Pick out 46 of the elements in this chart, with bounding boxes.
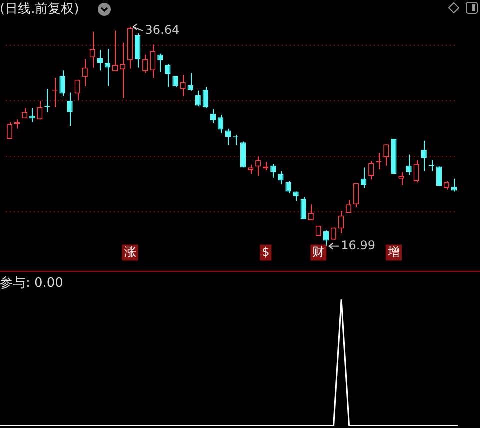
- candlestick: [158, 53, 164, 73]
- candlestick: [353, 182, 360, 208]
- candlestick: [300, 196, 306, 220]
- annotation: 36.64: [145, 23, 180, 38]
- candlestick: [338, 210, 344, 234]
- candlestick: [248, 164, 254, 175]
- candlestick: [188, 72, 194, 92]
- candlestick: [97, 50, 103, 72]
- candlestick: [6, 122, 13, 140]
- candlestick: [384, 144, 390, 166]
- candlestick: [142, 54, 148, 74]
- text: 财: [312, 244, 325, 259]
- candlestick: [270, 163, 276, 178]
- chart-title: 参与: 0.00: [0, 276, 64, 292]
- candlestick: [225, 128, 232, 146]
- candlestick: [120, 42, 126, 99]
- candlestick: [135, 33, 141, 68]
- candlestick: [256, 156, 262, 177]
- candlestick: [74, 79, 80, 101]
- candlestick: [406, 154, 412, 176]
- candlestick: [165, 64, 171, 88]
- text: $: [262, 244, 270, 259]
- candlestick: [421, 140, 427, 172]
- candlestick: [112, 30, 118, 72]
- candlestick: [398, 172, 404, 186]
- annotation: 16.99: [341, 238, 376, 252]
- candlestick: [278, 170, 284, 185]
- candlestick: [82, 58, 88, 87]
- chart-title: (日线.前复权): [0, 2, 80, 18]
- candlestick: [90, 31, 96, 68]
- candlestick: [67, 92, 73, 127]
- candlestick: [37, 100, 43, 120]
- candlestick: [180, 74, 186, 97]
- text: 增: [388, 244, 400, 259]
- candlestick: [60, 70, 66, 97]
- candlestick: [451, 178, 458, 192]
- candlestick: [104, 48, 111, 87]
- candlestick: [368, 160, 374, 180]
- candlestick: [195, 90, 201, 108]
- candlestick: [361, 167, 367, 188]
- candlestick: [150, 44, 156, 78]
- text: 涨: [124, 244, 136, 259]
- candlestick: [414, 160, 420, 184]
- candlestick: [218, 114, 224, 134]
- candlestick: [202, 86, 208, 109]
- candlestick: [240, 141, 246, 168]
